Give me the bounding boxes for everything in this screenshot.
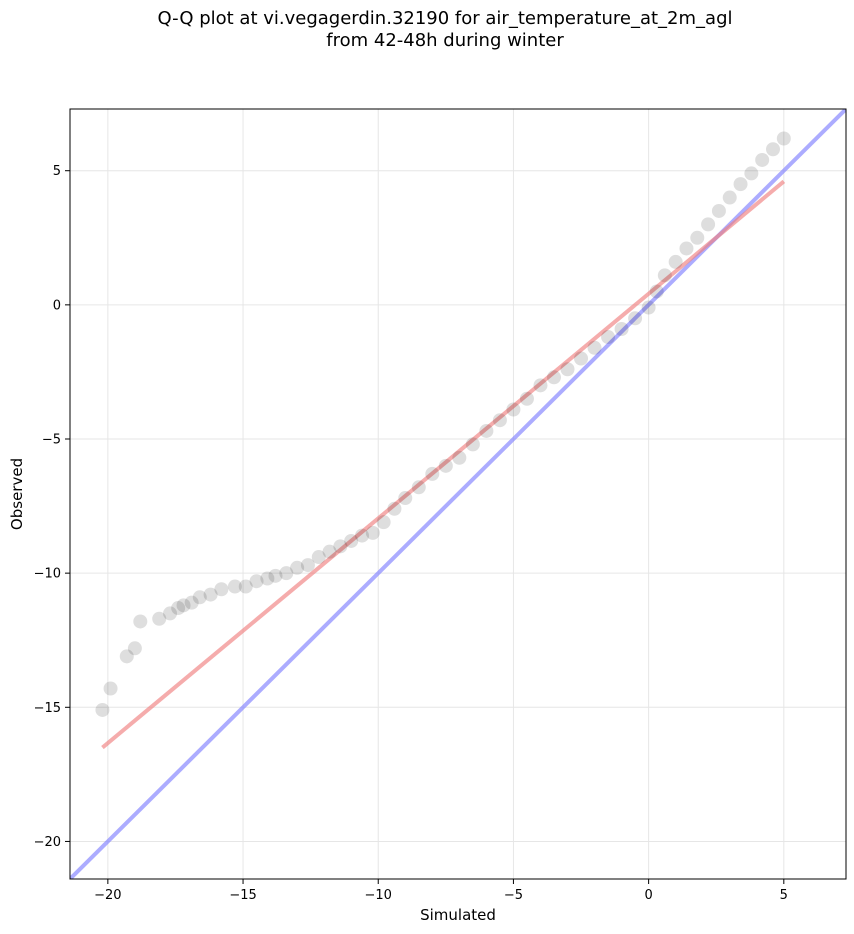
y-tick-label: 0 (53, 298, 61, 313)
quantile-point (744, 166, 759, 181)
quantile-point (679, 241, 694, 256)
quantile-point (290, 560, 305, 575)
quantile-point (506, 402, 521, 417)
quantile-point (95, 702, 110, 717)
quantile-point (492, 413, 507, 428)
chart-title-line-2: from 42-48h during winter (326, 30, 564, 51)
chart-title-line-1: Q-Q plot at vi.vegagerdin.32190 for air_… (157, 8, 733, 29)
x-axis: −20 −15 −10 −5 0 5 (94, 879, 788, 903)
quantile-point (355, 528, 370, 543)
quantile-point (574, 351, 589, 366)
quantile-point (238, 579, 253, 594)
quantile-point (733, 177, 748, 192)
y-tick-label: −10 (34, 567, 61, 582)
quantile-point (546, 370, 561, 385)
fit-line-segment (101, 179, 786, 750)
quantile-point (133, 614, 148, 629)
y-axis: −20 −15 −10 −5 0 5 (34, 164, 70, 850)
quantile-point (560, 362, 575, 377)
quantile-point (425, 466, 440, 481)
quantile-point (711, 203, 726, 218)
x-tick-label: 5 (780, 888, 788, 903)
plot-frame (69, 108, 847, 880)
grid (70, 109, 846, 879)
quantile-point (192, 590, 207, 605)
y-tick-label: −15 (34, 701, 61, 716)
quantile-point (701, 217, 716, 232)
quantile-point (279, 566, 294, 581)
quantile-point (765, 142, 780, 157)
fit-line (101, 179, 786, 750)
quantile-point (268, 568, 283, 583)
quantile-point (322, 544, 337, 559)
quantile-point (641, 300, 656, 315)
quantile-point (184, 595, 199, 610)
quantile-point (479, 423, 494, 438)
quantile-point (127, 641, 142, 656)
quantile-points (95, 131, 791, 717)
quantile-point (438, 458, 453, 473)
quantile-point (344, 533, 359, 548)
quantile-point (300, 558, 315, 573)
quantile-point (411, 480, 426, 495)
x-axis-label: Simulated (420, 906, 496, 924)
quantile-point (311, 550, 326, 565)
quantile-point (465, 437, 480, 452)
quantile-point (171, 601, 186, 616)
x-tick-label: 0 (644, 888, 652, 903)
x-tick-label: −20 (94, 888, 121, 903)
quantile-point (668, 254, 683, 269)
quantile-point (203, 587, 218, 602)
quantile-point (249, 574, 264, 589)
quantile-point (152, 611, 167, 626)
quantile-point (722, 190, 737, 205)
quantile-point (260, 571, 275, 586)
quantile-point (690, 230, 705, 245)
quantile-point (755, 152, 770, 167)
quantile-point (365, 525, 380, 540)
quantile-point (387, 501, 402, 516)
quantile-point (398, 491, 413, 506)
quantile-point (587, 340, 602, 355)
quantile-point (163, 606, 178, 621)
quantile-point (614, 322, 629, 336)
quantile-point (601, 330, 616, 345)
x-tick-label: −10 (365, 888, 392, 903)
quantile-point (214, 582, 229, 597)
y-axis-label: Observed (8, 458, 26, 530)
quantile-point (628, 311, 643, 326)
quantile-point (519, 391, 534, 406)
x-tick-label: −5 (504, 888, 523, 903)
quantile-point (452, 450, 467, 465)
chart-title: Q-Q plot at vi.vegagerdin.32190 for air_… (0, 8, 854, 52)
quantile-point (776, 131, 791, 146)
quantile-point (376, 515, 391, 530)
y-tick-label: −20 (34, 835, 61, 850)
y-tick-label: −5 (42, 433, 61, 448)
quantile-point (333, 539, 348, 554)
quantile-point (119, 649, 134, 664)
quantile-point (649, 284, 664, 299)
quantile-point (657, 268, 672, 283)
quantile-point (176, 598, 191, 613)
quantile-point (227, 579, 242, 594)
quantile-point (533, 378, 548, 393)
y-tick-label: 5 (53, 164, 61, 179)
quantile-point (103, 681, 118, 696)
x-tick-label: −15 (229, 888, 256, 903)
